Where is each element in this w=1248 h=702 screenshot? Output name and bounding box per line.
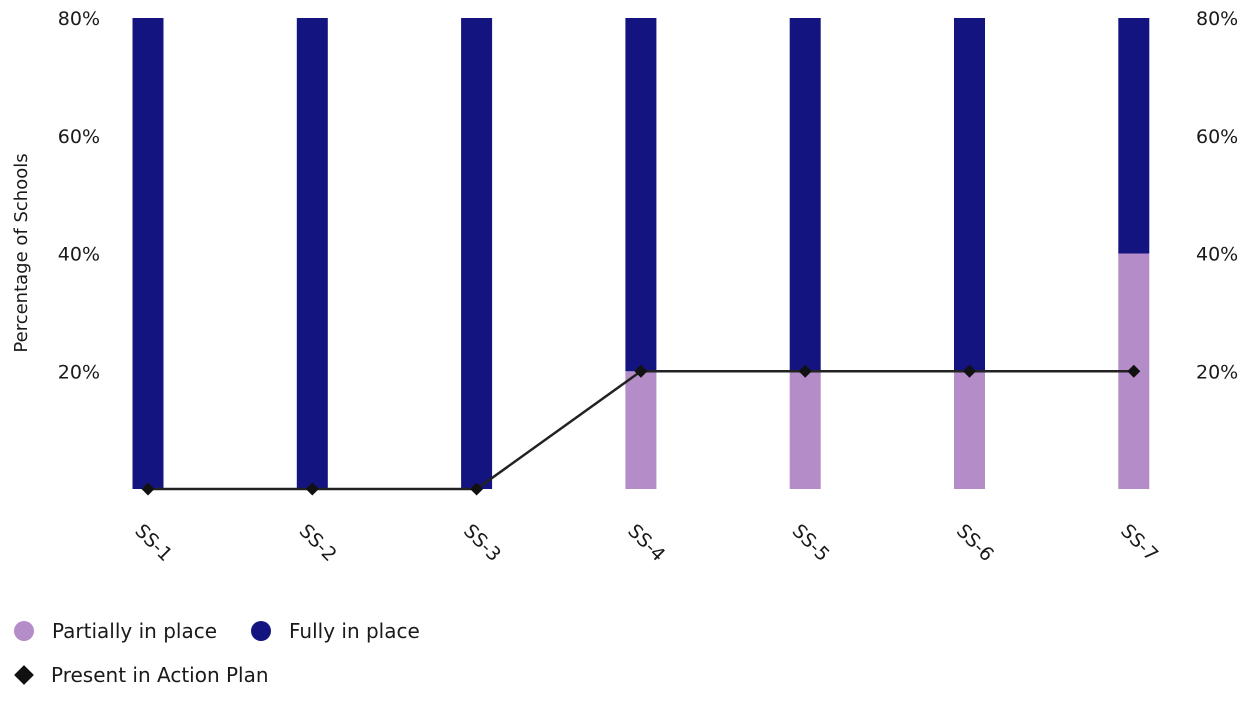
- legend-item-fully: Fully in place: [251, 619, 420, 643]
- legend-label-fully: Fully in place: [289, 619, 420, 643]
- bar-fully-in-place: [132, 18, 164, 489]
- fully-swatch-icon: [251, 621, 271, 641]
- left-axis-ticks: 20% 40% 60% 80%: [58, 8, 100, 383]
- legend-item-partial: Partially in place: [14, 619, 217, 643]
- bar-partially-in-place: [625, 371, 657, 489]
- bar-partially-in-place: [789, 371, 821, 489]
- bar-partially-in-place: [954, 371, 985, 489]
- action-plan-marker: [470, 482, 484, 496]
- category-label: SS-6: [952, 520, 998, 566]
- bar-fully-in-place: [461, 18, 493, 489]
- bars: [132, 18, 1150, 489]
- category-label: SS-1: [130, 520, 176, 566]
- action-plan-marker: [1127, 364, 1141, 378]
- legend: Partially in place Fully in place Presen…: [14, 614, 614, 702]
- right-tick-label: 80%: [1196, 8, 1238, 30]
- legend-label-partial: Partially in place: [52, 619, 217, 643]
- bar-fully-in-place: [1118, 18, 1150, 254]
- category-label: SS-5: [788, 520, 834, 566]
- partial-swatch-icon: [14, 621, 34, 641]
- category-label: SS-7: [1116, 520, 1162, 566]
- left-tick-label: 40%: [58, 244, 100, 266]
- action-plan-line: [141, 364, 1141, 496]
- bar-fully-in-place: [789, 18, 821, 372]
- stacked-bar-chart: 20% 40% 60% 80% 20% 40% 60% 80% Percentage of …: [11, 8, 1238, 566]
- left-tick-label: 20%: [58, 361, 100, 383]
- legend-row-bars: Partially in place Fully in place: [14, 614, 614, 648]
- category-label: SS-4: [623, 520, 669, 566]
- action-plan-marker: [963, 364, 976, 378]
- y-axis-label: Percentage of Schools: [11, 153, 32, 352]
- category-label: SS-2: [295, 520, 341, 566]
- diamond-swatch-icon: [14, 665, 34, 685]
- category-label: SS-3: [459, 520, 505, 566]
- legend-row-line: Present in Action Plan: [14, 658, 614, 692]
- bar-fully-in-place: [954, 18, 985, 372]
- left-tick-label: 60%: [58, 126, 100, 148]
- action-plan-marker: [634, 364, 648, 378]
- action-plan-marker: [141, 482, 155, 496]
- action-plan-marker: [798, 364, 812, 378]
- right-axis-ticks: 20% 40% 60% 80%: [1196, 8, 1238, 383]
- bar-fully-in-place: [625, 18, 657, 372]
- legend-item-plan: Present in Action Plan: [14, 663, 269, 687]
- bar-fully-in-place: [296, 18, 328, 489]
- right-tick-label: 20%: [1196, 361, 1238, 383]
- right-tick-label: 60%: [1196, 126, 1238, 148]
- left-tick-label: 80%: [58, 8, 100, 30]
- action-plan-marker: [305, 482, 319, 496]
- category-labels: SS-1 SS-2 SS-3 SS-4 SS-5 SS-6 SS-7: [130, 520, 1162, 566]
- right-tick-label: 40%: [1196, 244, 1238, 266]
- legend-label-plan: Present in Action Plan: [51, 663, 269, 687]
